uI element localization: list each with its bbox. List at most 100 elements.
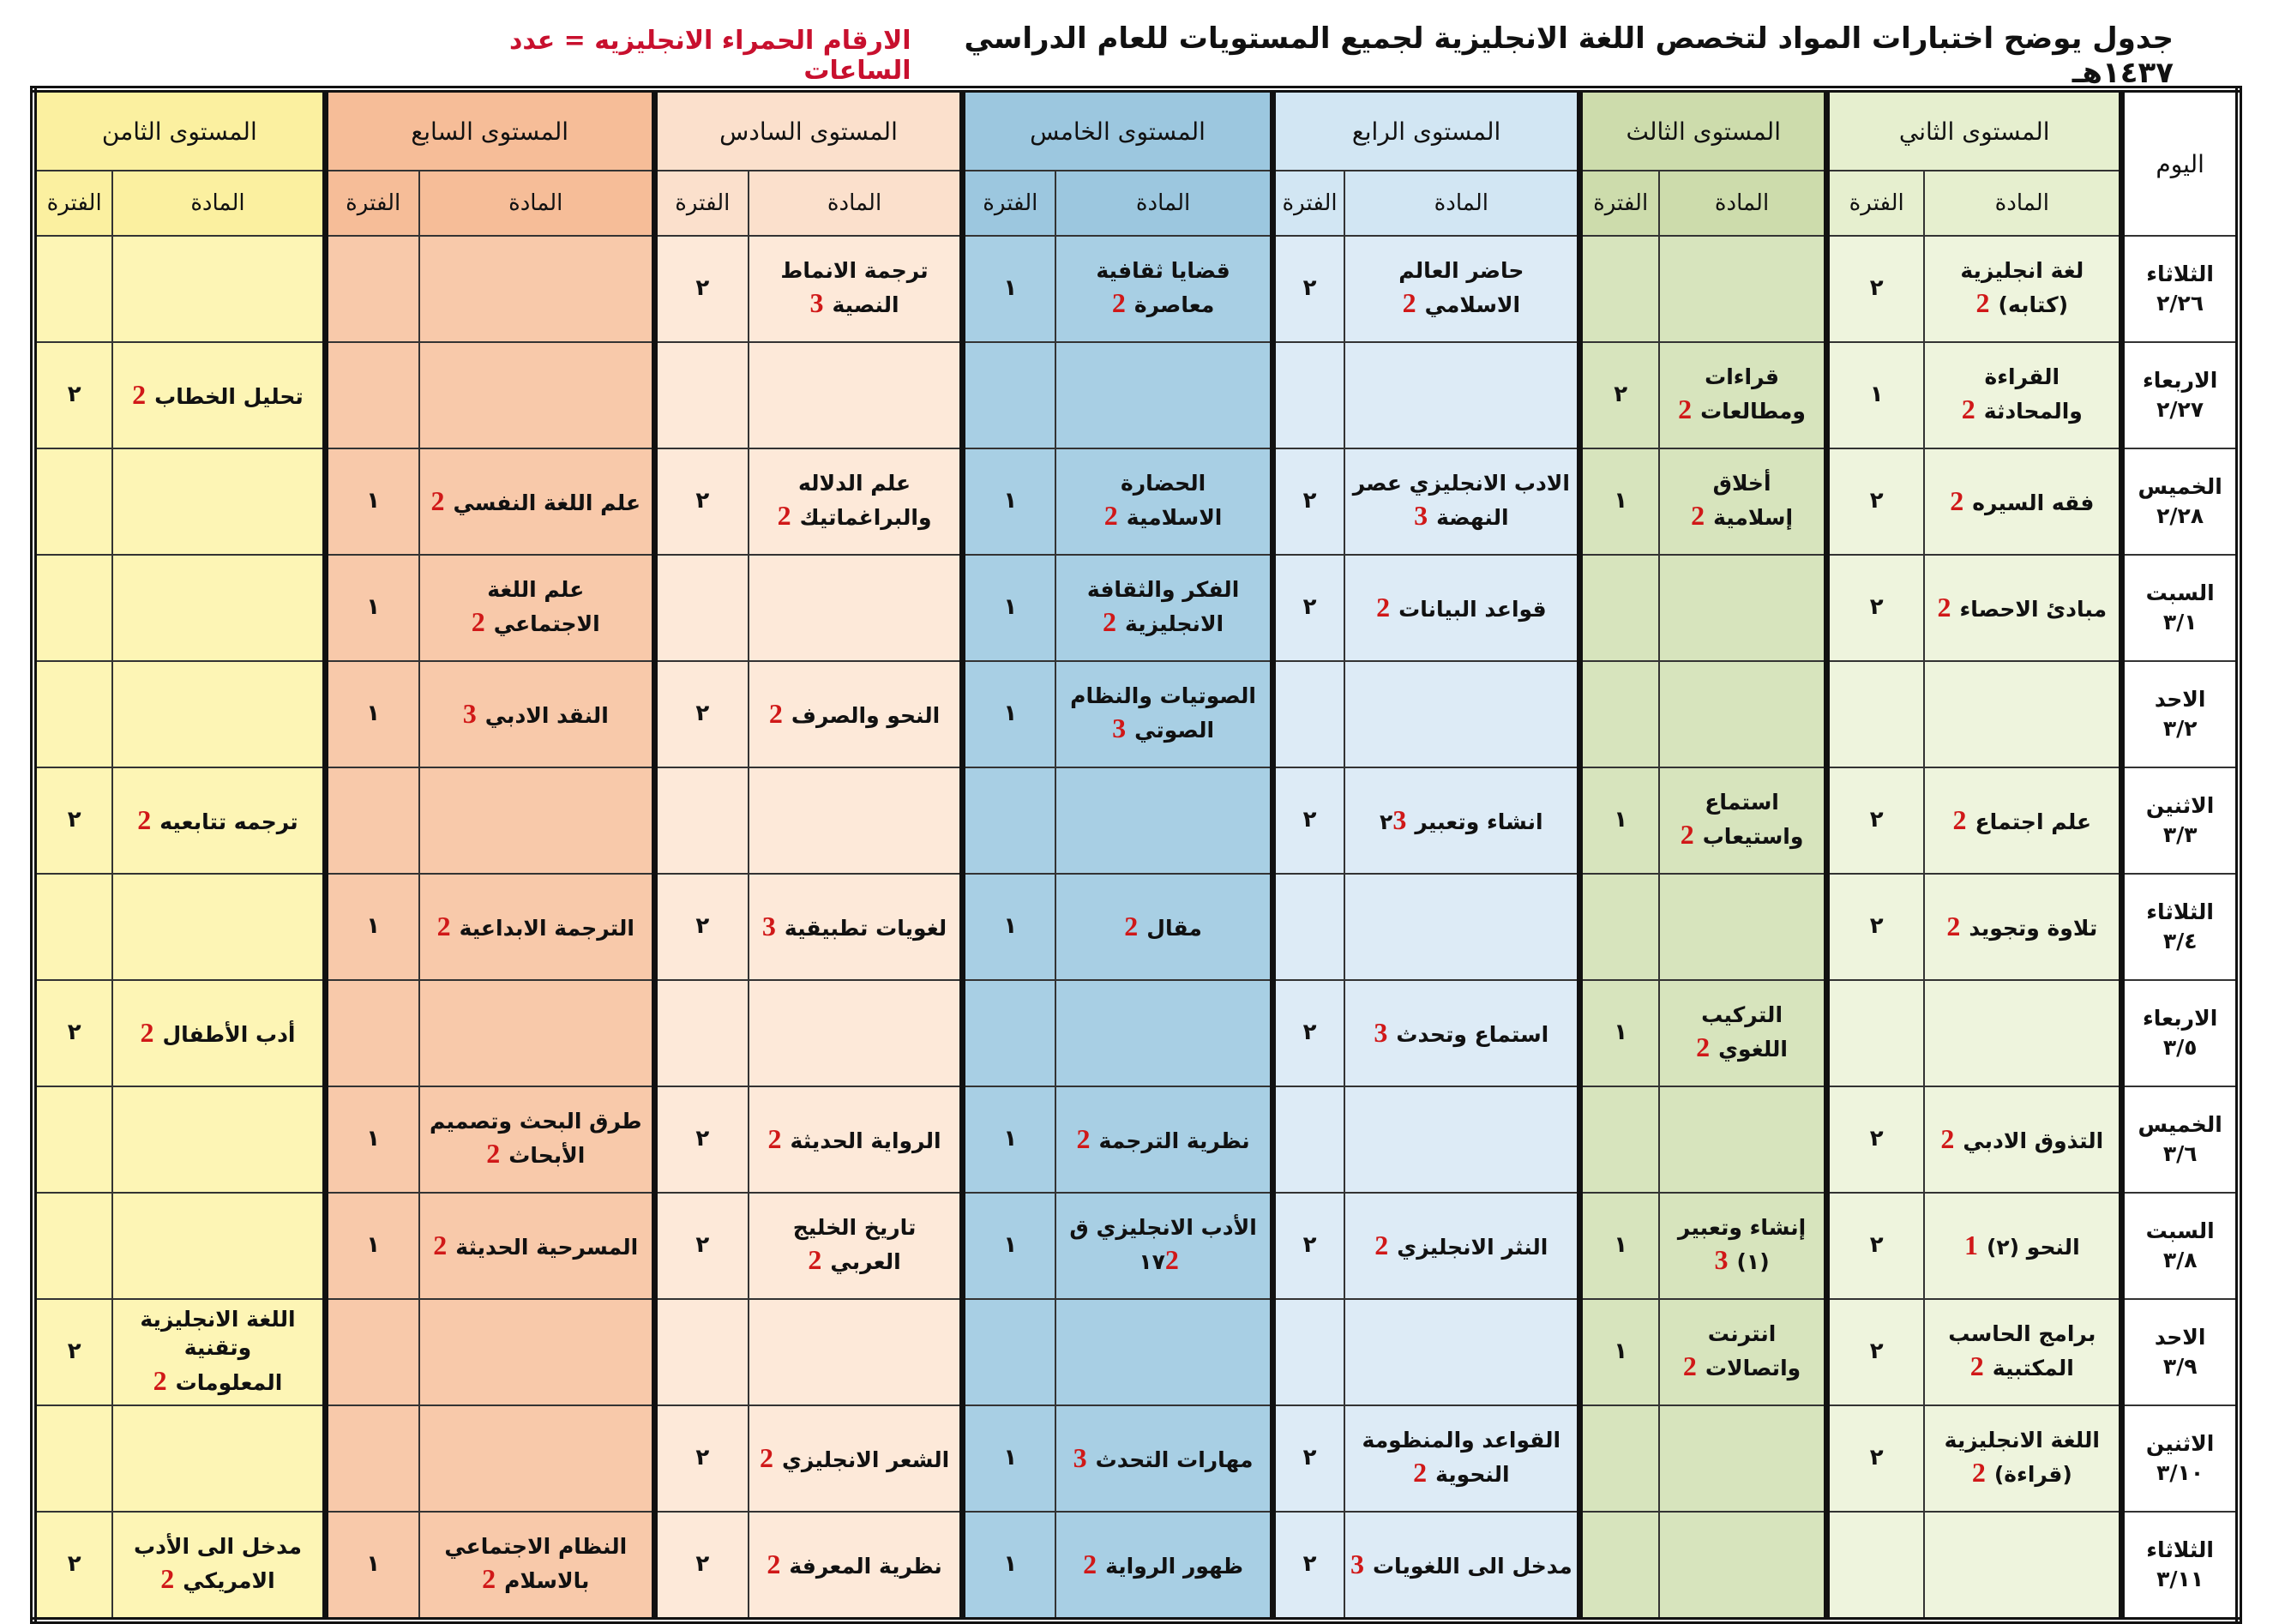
exam-period: ٢ bbox=[1869, 594, 1884, 621]
period-cell: ١ bbox=[1577, 767, 1661, 875]
credit-hours: 2 bbox=[767, 1549, 781, 1580]
subject-cell: تاريخ الخليج العربي2 bbox=[747, 1192, 964, 1300]
day-cell: السبت ٣/١ bbox=[2119, 554, 2240, 662]
credit-hours: 3 bbox=[1374, 1017, 1388, 1049]
exam-period: ٢ bbox=[1302, 488, 1317, 514]
credit-hours: 2 bbox=[767, 1123, 782, 1155]
subject-name: قضايا ثقافية معاصرة bbox=[1096, 257, 1230, 318]
subject-cell: النحو (٢) 1 bbox=[1923, 1192, 2123, 1300]
subject-cell: إنشاء وتعبير (١)3 bbox=[1658, 1192, 1828, 1300]
subject-cell: الفكر والثقافة الانجليزية2 bbox=[1055, 554, 1274, 662]
period-cell: ٢ bbox=[1824, 767, 1926, 875]
credit-hours: 2 bbox=[1946, 911, 1961, 942]
subject-cell: فقه السيره 2 bbox=[1923, 448, 2123, 556]
subject-name: قراءات ومطالعات bbox=[1700, 364, 1806, 424]
schedule-row: الثلاثاء ٣/١١ مدخل الى اللغويات 3 ٢ ظهور الرو… bbox=[30, 1511, 2240, 1621]
period-cell: ٢ bbox=[1269, 979, 1346, 1087]
subject-name: مهارات التحدث bbox=[1095, 1447, 1254, 1473]
subject-cell: حاضر العالم الاسلامي2 bbox=[1344, 235, 1581, 343]
subject-cell bbox=[1658, 660, 1828, 768]
day-date: ٣/١ bbox=[2162, 610, 2198, 635]
subject-cell: النظام الاجتماعي بالاسلام2 bbox=[418, 1511, 656, 1621]
exam-period: ١ bbox=[1003, 488, 1018, 514]
period-cell bbox=[30, 1086, 114, 1194]
period-cell bbox=[1577, 1086, 1661, 1194]
exam-period: ١ bbox=[366, 1232, 381, 1259]
subject-cell bbox=[1055, 767, 1274, 875]
period-cell bbox=[1577, 660, 1661, 768]
period-cell bbox=[651, 767, 749, 875]
subject-name: تاريخ الخليج العربي bbox=[792, 1214, 917, 1275]
period-header: الفترة bbox=[651, 170, 749, 237]
period-header: الفترة bbox=[1577, 170, 1661, 237]
period-cell: ١ bbox=[1577, 1298, 1661, 1406]
day-cell: الاربعاء ٢/٢٧ bbox=[2119, 341, 2240, 449]
subject-name: الترجمة الابداعية bbox=[459, 916, 634, 941]
credit-hours: 3 bbox=[1073, 1442, 1087, 1474]
exam-period: ١ bbox=[366, 1551, 381, 1578]
period-cell: ١ bbox=[322, 554, 420, 662]
exam-period: ٢ bbox=[1614, 382, 1628, 408]
exam-period: ١ bbox=[1869, 382, 1884, 408]
subject-name: النظام الاجتماعي بالاسلام bbox=[444, 1533, 628, 1594]
subject-cell: اللغة الانجليزية وتقنية المعلومات2 bbox=[111, 1298, 327, 1406]
subject-cell bbox=[1344, 660, 1581, 768]
level-header: المستوى السابع bbox=[322, 88, 656, 171]
subject-cell bbox=[418, 1298, 656, 1406]
period-cell: ٢ bbox=[1824, 1192, 1926, 1300]
subject-cell: نظرية الترجمة 2 bbox=[1055, 1086, 1274, 1194]
period-cell: ٢ bbox=[1824, 1086, 1926, 1194]
credit-hours: 2 bbox=[768, 698, 783, 730]
exam-period: ٢ bbox=[1869, 275, 1884, 302]
subject-name: مدخل الى الأدب الامريكي bbox=[133, 1533, 302, 1594]
subject-header: المادة bbox=[111, 170, 327, 237]
period-cell bbox=[322, 341, 420, 449]
subject-cell: الترجمة الابداعية 2 bbox=[418, 873, 656, 981]
period-cell bbox=[1577, 1511, 1661, 1621]
subject-cell bbox=[747, 1298, 964, 1406]
subject-cell: الأدب الانجليزي ق ١٧2 bbox=[1055, 1192, 1274, 1300]
subject-name: اللغة الانجليزية (قراءة) bbox=[1944, 1427, 2100, 1488]
day-cell: الاحد ٣/٢ bbox=[2119, 660, 2240, 768]
exam-period: ٢ bbox=[67, 807, 81, 833]
period-cell: ٢ bbox=[1269, 1404, 1346, 1513]
period-cell bbox=[322, 235, 420, 343]
subject-cell: علم الدلاله والبراغماتيك2 bbox=[747, 448, 964, 556]
day-name: الاحد bbox=[2154, 1325, 2206, 1350]
subject-name: الأدب الانجليزي ق ١٧ bbox=[1069, 1214, 1257, 1275]
subject-cell: القراءة والمحادثة 2 bbox=[1923, 341, 2123, 449]
subject-cell: النحو والصرف 2 bbox=[747, 660, 964, 768]
exam-period: ٢ bbox=[695, 701, 710, 727]
exam-period: ١ bbox=[1003, 1551, 1018, 1578]
schedule-row: الاثنين ٣/٣ علم اجتماع2 ٢ استماع واستيعاب2 ١ ا… bbox=[30, 767, 2240, 875]
subject-name: برامج الحاسب المكتبية bbox=[1948, 1320, 2096, 1381]
subject-cell: لغة انجليزية (كتابه)2 bbox=[1923, 235, 2123, 343]
exam-period: ١ bbox=[366, 594, 381, 621]
period-cell bbox=[959, 767, 1057, 875]
period-cell: ١ bbox=[322, 1511, 420, 1621]
subject-name: لغويات تطبيقية bbox=[784, 916, 947, 941]
credit-hours: 2 bbox=[1969, 1350, 1984, 1382]
exam-period: ١ bbox=[1003, 913, 1018, 940]
subject-cell: مبادئ الاحصاء 2 bbox=[1923, 554, 2123, 662]
period-cell: ١ bbox=[322, 1086, 420, 1194]
credit-hours: 2 bbox=[1680, 819, 1694, 851]
period-cell: ٢ bbox=[1824, 235, 1926, 343]
day-name: الاربعاء bbox=[2143, 1006, 2218, 1032]
subject-cell bbox=[418, 341, 656, 449]
period-cell bbox=[959, 979, 1057, 1087]
period-cell: ٢ bbox=[651, 660, 749, 768]
subject-cell bbox=[111, 1404, 327, 1513]
credit-hours: 2 bbox=[1083, 1549, 1097, 1580]
subject-cell bbox=[1658, 1511, 1828, 1621]
subject-name: ظهور الرواية bbox=[1105, 1554, 1244, 1579]
schedule-row: السبت ٣/١ مبادئ الاحصاء 2 ٢ قواعد البيانات 2 ٢ ا… bbox=[30, 554, 2240, 662]
credit-hours: 2 bbox=[140, 1017, 154, 1049]
level-header: المستوى الثامن bbox=[30, 88, 327, 171]
subject-name: الادب الانجليزي عصر النهضة bbox=[1352, 470, 1570, 531]
subject-cell bbox=[111, 235, 327, 343]
credit-hours: 2 bbox=[1950, 485, 1964, 517]
subject-header: المادة bbox=[418, 170, 656, 237]
schedule-row: الاربعاء ٣/٥ التركيب اللغوي2 ١ استماع وتحدث3… bbox=[30, 979, 2240, 1087]
credit-hours: 3 bbox=[809, 287, 824, 319]
